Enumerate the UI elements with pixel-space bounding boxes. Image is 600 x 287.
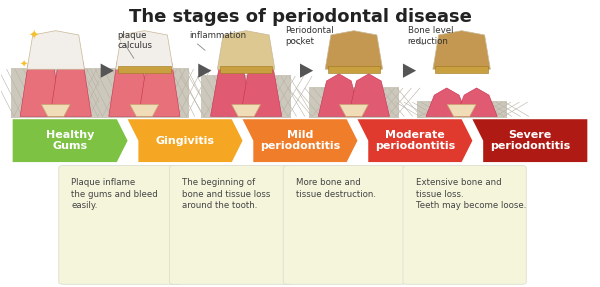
Text: The beginning of
bone and tissue loss
around the tooth.: The beginning of bone and tissue loss ar…	[182, 178, 271, 210]
FancyBboxPatch shape	[201, 75, 291, 118]
FancyBboxPatch shape	[403, 166, 526, 284]
Polygon shape	[20, 55, 62, 116]
FancyBboxPatch shape	[59, 166, 182, 284]
FancyBboxPatch shape	[417, 101, 506, 118]
Polygon shape	[13, 119, 128, 162]
Polygon shape	[318, 74, 359, 116]
Bar	[328, 66, 380, 73]
Polygon shape	[128, 119, 242, 162]
FancyBboxPatch shape	[100, 68, 189, 118]
Polygon shape	[433, 31, 490, 69]
Bar	[435, 66, 488, 73]
Polygon shape	[358, 119, 472, 162]
Polygon shape	[27, 31, 85, 69]
Text: The stages of periodontal disease: The stages of periodontal disease	[128, 8, 472, 26]
Bar	[220, 66, 272, 73]
Text: Gingivitis: Gingivitis	[155, 136, 215, 146]
Polygon shape	[403, 63, 416, 78]
Text: Moderate
periodontitis: Moderate periodontitis	[375, 130, 455, 152]
FancyBboxPatch shape	[309, 87, 399, 118]
FancyBboxPatch shape	[11, 68, 101, 118]
Polygon shape	[300, 63, 313, 78]
Polygon shape	[242, 119, 358, 162]
FancyBboxPatch shape	[170, 166, 293, 284]
Text: Mild
periodontitis: Mild periodontitis	[260, 130, 340, 152]
Polygon shape	[41, 104, 70, 116]
Bar	[118, 66, 171, 73]
Text: Plaque inflame
the gums and bleed
easily.: Plaque inflame the gums and bleed easily…	[71, 178, 158, 210]
Polygon shape	[101, 63, 114, 78]
Polygon shape	[348, 74, 389, 116]
Polygon shape	[456, 88, 497, 116]
Polygon shape	[116, 31, 173, 69]
Text: ✦: ✦	[28, 30, 39, 43]
Polygon shape	[109, 55, 150, 116]
Polygon shape	[217, 31, 275, 69]
Text: ✦: ✦	[19, 60, 28, 70]
Text: More bone and
tissue destruction.: More bone and tissue destruction.	[296, 178, 376, 199]
FancyBboxPatch shape	[283, 166, 407, 284]
Polygon shape	[211, 62, 252, 116]
Polygon shape	[50, 55, 91, 116]
Polygon shape	[325, 31, 383, 69]
Polygon shape	[426, 88, 467, 116]
Polygon shape	[198, 63, 211, 78]
Polygon shape	[241, 62, 282, 116]
Text: plaque
calculus: plaque calculus	[118, 31, 152, 50]
Polygon shape	[139, 55, 180, 116]
Text: Bone level
reduction: Bone level reduction	[408, 26, 453, 46]
Text: inflammation: inflammation	[189, 31, 247, 40]
Polygon shape	[232, 104, 260, 116]
Polygon shape	[447, 104, 476, 116]
Polygon shape	[130, 104, 159, 116]
Text: Periodontal
pocket: Periodontal pocket	[285, 26, 334, 46]
Text: Extensive bone and
tissue loss.
Teeth may become loose.: Extensive bone and tissue loss. Teeth ma…	[416, 178, 526, 210]
Text: Healthy
Gums: Healthy Gums	[46, 130, 94, 152]
Text: Severe
periodontitis: Severe periodontitis	[490, 130, 570, 152]
Polygon shape	[472, 119, 587, 162]
Polygon shape	[340, 104, 368, 116]
